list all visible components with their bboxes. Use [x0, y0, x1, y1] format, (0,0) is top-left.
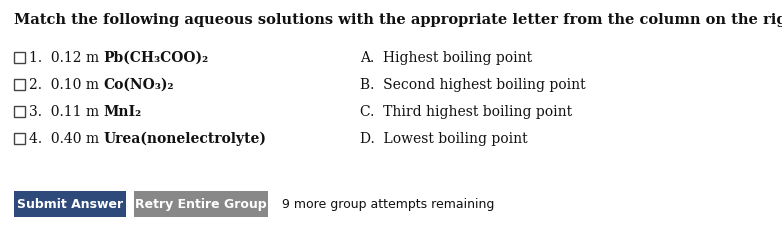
Text: A.  Highest boiling point: A. Highest boiling point: [360, 51, 532, 65]
Text: Retry Entire Group: Retry Entire Group: [135, 198, 267, 211]
Text: Match the following aqueous solutions with the appropriate letter from the colum: Match the following aqueous solutions wi…: [14, 13, 782, 27]
Text: 9 more group attempts remaining: 9 more group attempts remaining: [282, 198, 494, 211]
FancyBboxPatch shape: [14, 106, 25, 117]
Text: D.  Lowest boiling point: D. Lowest boiling point: [360, 131, 528, 145]
Text: B.  Second highest boiling point: B. Second highest boiling point: [360, 78, 586, 92]
FancyBboxPatch shape: [14, 52, 25, 63]
Text: 4.  0.40 m: 4. 0.40 m: [29, 131, 103, 145]
Text: 1.  0.12 m: 1. 0.12 m: [29, 51, 103, 65]
FancyBboxPatch shape: [14, 191, 126, 217]
FancyBboxPatch shape: [14, 79, 25, 90]
Text: Urea(nonelectrolyte): Urea(nonelectrolyte): [103, 131, 267, 146]
Text: C.  Third highest boiling point: C. Third highest boiling point: [360, 105, 572, 118]
Text: 3.  0.11 m: 3. 0.11 m: [29, 105, 103, 118]
Text: Co(NO₃)₂: Co(NO₃)₂: [103, 78, 174, 92]
Text: Pb(CH₃COO)₂: Pb(CH₃COO)₂: [103, 51, 209, 65]
FancyBboxPatch shape: [14, 133, 25, 144]
Text: 2.  0.10 m: 2. 0.10 m: [29, 78, 103, 92]
Text: MnI₂: MnI₂: [103, 105, 142, 118]
Text: Submit Answer: Submit Answer: [17, 198, 123, 211]
FancyBboxPatch shape: [134, 191, 268, 217]
